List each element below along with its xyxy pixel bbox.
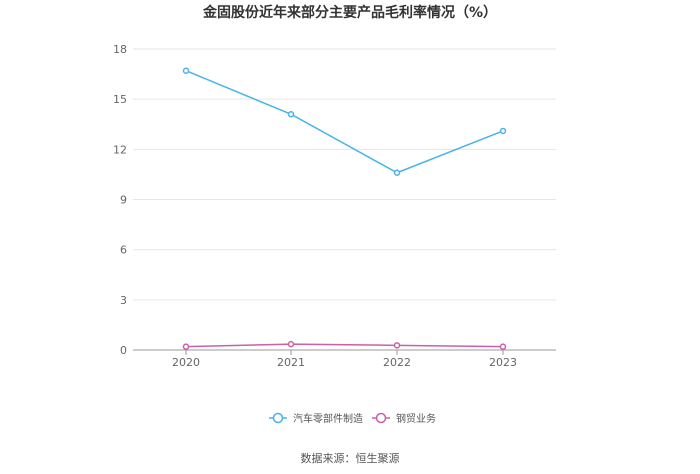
legend-label: 钢贸业务	[396, 412, 436, 425]
y-tick-label: 12	[113, 143, 127, 156]
x-tick-label: 2021	[277, 356, 305, 369]
legend-marker	[272, 412, 284, 424]
y-tick-label: 6	[120, 244, 127, 257]
x-tick-label: 2020	[172, 356, 200, 369]
x-tick-label: 2022	[383, 356, 411, 369]
grid-lines	[133, 48, 556, 301]
series-1	[182, 67, 507, 176]
data-point[interactable]	[287, 110, 295, 118]
data-point[interactable]	[393, 342, 401, 349]
x-tick-label: 2023	[489, 356, 517, 369]
data-point[interactable]	[499, 343, 507, 350]
y-tick-label: 0	[120, 344, 127, 357]
data-point[interactable]	[393, 169, 401, 176]
series-line	[185, 343, 504, 348]
data-point[interactable]	[182, 343, 190, 350]
series-line	[185, 70, 504, 174]
axes: 0 3 6 9 12 15 18 2020 2021 2022 2023	[113, 43, 556, 369]
y-tick-label: 18	[113, 43, 127, 56]
y-tick-label: 15	[113, 93, 127, 106]
legend-marker	[375, 412, 387, 424]
data-point[interactable]	[182, 67, 190, 74]
data-point[interactable]	[499, 127, 507, 135]
data-point[interactable]	[287, 340, 295, 348]
series-lines	[182, 67, 507, 350]
legend[interactable]: 汽车零部件制造 钢贸业务	[269, 412, 436, 425]
source-note: 数据来源：恒生聚源	[300, 452, 400, 465]
chart-title: 金固股份近年来部分主要产品毛利率情况（%）	[202, 5, 498, 21]
legend-item-1[interactable]: 汽车零部件制造	[269, 412, 363, 425]
legend-label: 汽车零部件制造	[293, 412, 363, 425]
y-tick-label: 9	[120, 194, 127, 207]
legend-item-2[interactable]: 钢贸业务	[372, 412, 436, 425]
series-2	[182, 340, 507, 350]
y-tick-label: 3	[120, 294, 127, 307]
